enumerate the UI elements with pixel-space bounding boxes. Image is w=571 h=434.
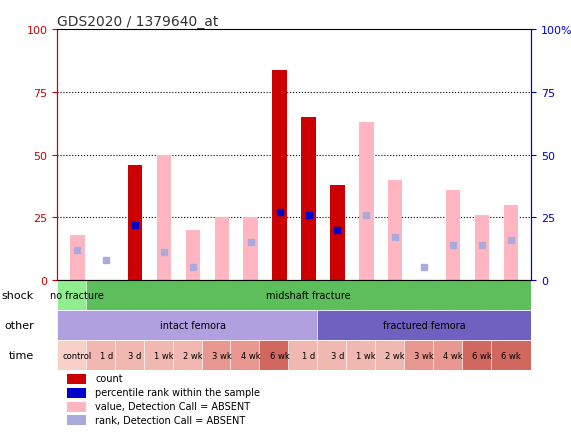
Text: midshaft fracture: midshaft fracture [266,290,351,300]
Text: 6 wk: 6 wk [472,351,492,360]
Bar [301,118,316,280]
Text: control: control [63,351,92,360]
Text: 2 wk: 2 wk [385,351,405,360]
Bar [128,165,142,280]
FancyBboxPatch shape [231,340,271,370]
Text: 1 d: 1 d [302,351,315,360]
FancyBboxPatch shape [490,340,531,370]
Text: 3 wk: 3 wk [414,351,434,360]
Bar [243,218,258,280]
Bar [272,70,287,280]
FancyBboxPatch shape [57,340,98,370]
Bar [388,181,403,280]
Text: 6 wk: 6 wk [270,351,289,360]
FancyBboxPatch shape [57,310,329,340]
FancyBboxPatch shape [317,340,357,370]
Bar [475,215,489,280]
FancyBboxPatch shape [86,280,531,310]
Bar [67,402,86,411]
Text: 1 wk: 1 wk [154,351,174,360]
Bar [128,230,142,280]
Bar [67,388,86,398]
Text: 2 wk: 2 wk [183,351,203,360]
Text: other: other [4,320,34,330]
Text: 1 d: 1 d [99,351,113,360]
Text: 3 d: 3 d [331,351,344,360]
FancyBboxPatch shape [86,340,126,370]
FancyBboxPatch shape [346,340,387,370]
Bar [157,155,171,280]
FancyBboxPatch shape [404,340,444,370]
FancyBboxPatch shape [375,340,416,370]
FancyBboxPatch shape [202,340,242,370]
Text: GDS2020 / 1379640_at: GDS2020 / 1379640_at [57,15,219,30]
Bar [215,218,229,280]
Text: 4 wk: 4 wk [443,351,463,360]
Text: time: time [9,350,34,360]
Text: count: count [95,374,123,384]
Bar [504,205,518,280]
Bar [446,191,460,280]
Text: shock: shock [2,290,34,300]
Bar [67,374,86,384]
Text: percentile rank within the sample: percentile rank within the sample [95,387,260,397]
FancyBboxPatch shape [57,280,98,310]
FancyBboxPatch shape [144,340,184,370]
Text: value, Detection Call = ABSENT: value, Detection Call = ABSENT [95,401,250,411]
Text: 3 d: 3 d [128,351,142,360]
FancyBboxPatch shape [259,340,300,370]
Text: 4 wk: 4 wk [241,351,260,360]
Text: 1 wk: 1 wk [356,351,376,360]
FancyBboxPatch shape [433,340,473,370]
Bar [67,415,86,425]
Bar [359,123,373,280]
FancyBboxPatch shape [172,340,213,370]
FancyBboxPatch shape [462,340,502,370]
Text: rank, Detection Call = ABSENT: rank, Detection Call = ABSENT [95,415,246,425]
FancyBboxPatch shape [288,340,329,370]
Text: 3 wk: 3 wk [212,351,232,360]
Bar [186,230,200,280]
Bar [70,235,85,280]
Bar [330,185,345,280]
Text: no fracture: no fracture [50,290,104,300]
FancyBboxPatch shape [115,340,155,370]
Text: 6 wk: 6 wk [501,351,521,360]
FancyBboxPatch shape [317,310,531,340]
Text: intact femora: intact femora [160,320,226,330]
Text: fractured femora: fractured femora [383,320,465,330]
